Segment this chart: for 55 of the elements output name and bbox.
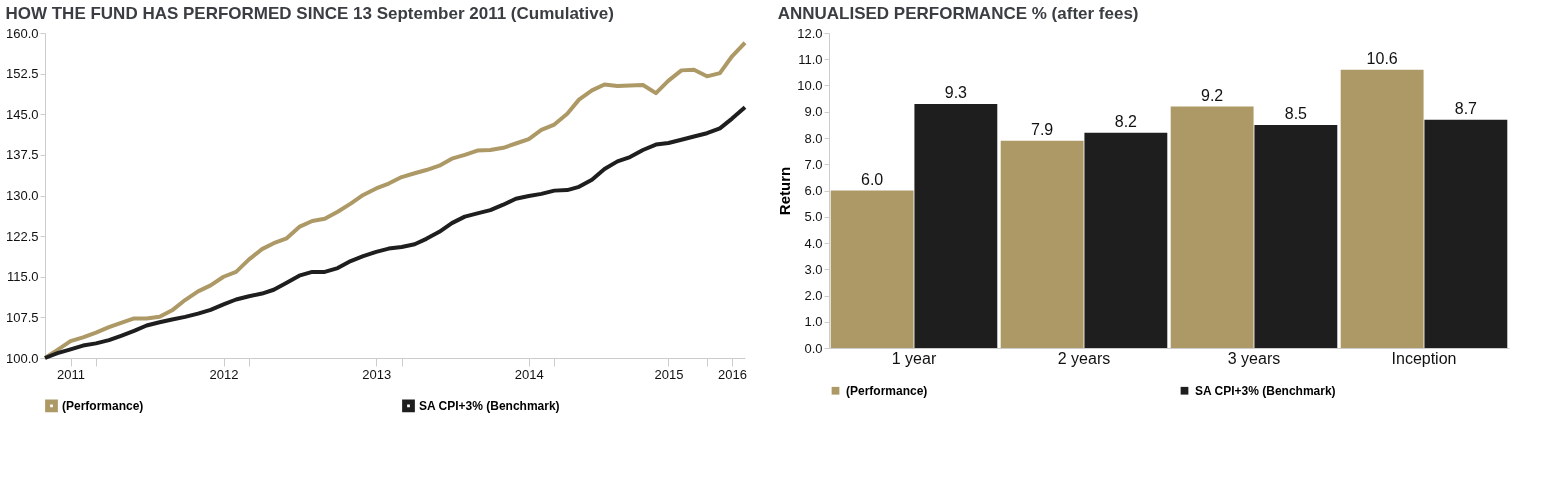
y-tick-label: 100.0: [5, 350, 39, 366]
y-tick-label: 107.5: [5, 309, 39, 325]
y-tick-label: 115.0: [6, 269, 39, 285]
legend-label: SA CPI+3% (Benchmark): [419, 398, 560, 413]
x-tick-label: 1 year: [891, 349, 937, 367]
x-tick-label: 2 years: [1057, 349, 1111, 367]
x-tick-label: 2015: [654, 366, 684, 382]
y-tick-label: 0.0: [804, 340, 823, 356]
x-tick-label: 2014: [514, 366, 544, 382]
legend-label: (Performance): [846, 383, 928, 398]
legend-label: (Performance): [62, 398, 144, 413]
bar: [830, 190, 914, 348]
data-label: 9.3: [944, 83, 968, 101]
bar: [1084, 132, 1168, 348]
data-label: 8.5: [1284, 104, 1308, 122]
bar: [1000, 140, 1084, 348]
x-tick-label: 2011: [57, 366, 85, 382]
y-tick-label: 145.0: [5, 106, 39, 122]
data-label: 7.9: [1031, 120, 1054, 138]
x-tick-label: 2013: [362, 366, 392, 382]
x-tick-label: 2016: [718, 366, 747, 382]
bar: [914, 103, 998, 348]
legend-label: SA CPI+3% (Benchmark): [1195, 383, 1336, 398]
chart-title: HOW THE FUND HAS PERFORMED SINCE 13 September 2011 (Cumulative): [5, 4, 614, 23]
y-tick-label: 3.0: [804, 261, 823, 277]
data-label: 9.2: [1201, 86, 1224, 104]
y-tick-label: 137.5: [5, 147, 39, 163]
y-tick-label: 122.5: [5, 228, 39, 244]
data-label: 6.0: [861, 170, 884, 188]
y-tick-label: 2.0: [804, 288, 823, 303]
data-label: 8.7: [1454, 99, 1478, 117]
data-label: 8.2: [1114, 112, 1138, 130]
y-tick-label: 152.5: [5, 66, 39, 82]
y-axis-title: Return: [776, 166, 794, 216]
y-tick-label: 5.0: [804, 209, 823, 225]
bar: [1340, 69, 1424, 348]
x-tick-label: Inception: [1391, 349, 1457, 367]
chart-title: ANNUALISED PERFORMANCE % (after fees): [777, 4, 1139, 23]
y-tick-label: 4.0: [804, 235, 823, 251]
x-tick-label: 3 years: [1227, 349, 1281, 367]
y-tick-label: 6.0: [804, 183, 823, 198]
y-tick-label: 160.0: [5, 25, 39, 41]
bar: [1170, 106, 1254, 348]
y-tick-label: 12.0: [797, 25, 823, 41]
y-tick-label: 9.0: [804, 104, 823, 120]
bar: [1254, 124, 1338, 348]
data-label: 10.6: [1366, 49, 1398, 67]
y-tick-label: 8.0: [804, 130, 823, 146]
y-tick-label: 10.0: [797, 78, 823, 93]
y-tick-label: 130.0: [5, 188, 39, 203]
x-tick-label: 2012: [209, 366, 239, 382]
y-tick-label: 1.0: [804, 314, 823, 330]
y-tick-label: 11.0: [798, 51, 823, 67]
bar: [1424, 119, 1508, 348]
y-tick-label: 7.0: [804, 156, 823, 172]
